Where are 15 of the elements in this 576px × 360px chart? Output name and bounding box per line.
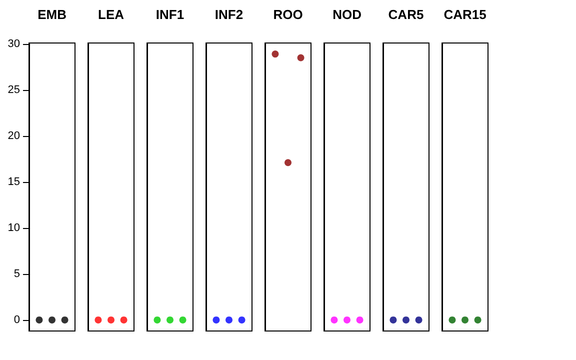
y-tick-label: 5 bbox=[14, 268, 20, 280]
y-tick-label: 30 bbox=[8, 38, 20, 50]
y-tick-label: 0 bbox=[14, 314, 20, 326]
y-tick-label: 15 bbox=[8, 176, 20, 188]
x-tick-label: INF1 bbox=[156, 7, 184, 22]
x-tick-label: LEA bbox=[98, 7, 125, 22]
x-tick-label: CAR5 bbox=[388, 7, 424, 22]
x-tick-label: CAR15 bbox=[444, 7, 486, 22]
x-tick-label: NOD bbox=[332, 7, 362, 22]
x-tick-label: INF2 bbox=[214, 7, 244, 22]
x-tick-label: ROO bbox=[273, 7, 303, 22]
y-tick-label: 20 bbox=[8, 130, 20, 142]
x-tick-label: EMB bbox=[38, 7, 66, 22]
y-tick-label: 25 bbox=[8, 84, 20, 96]
y-tick-label: 10 bbox=[8, 222, 20, 234]
